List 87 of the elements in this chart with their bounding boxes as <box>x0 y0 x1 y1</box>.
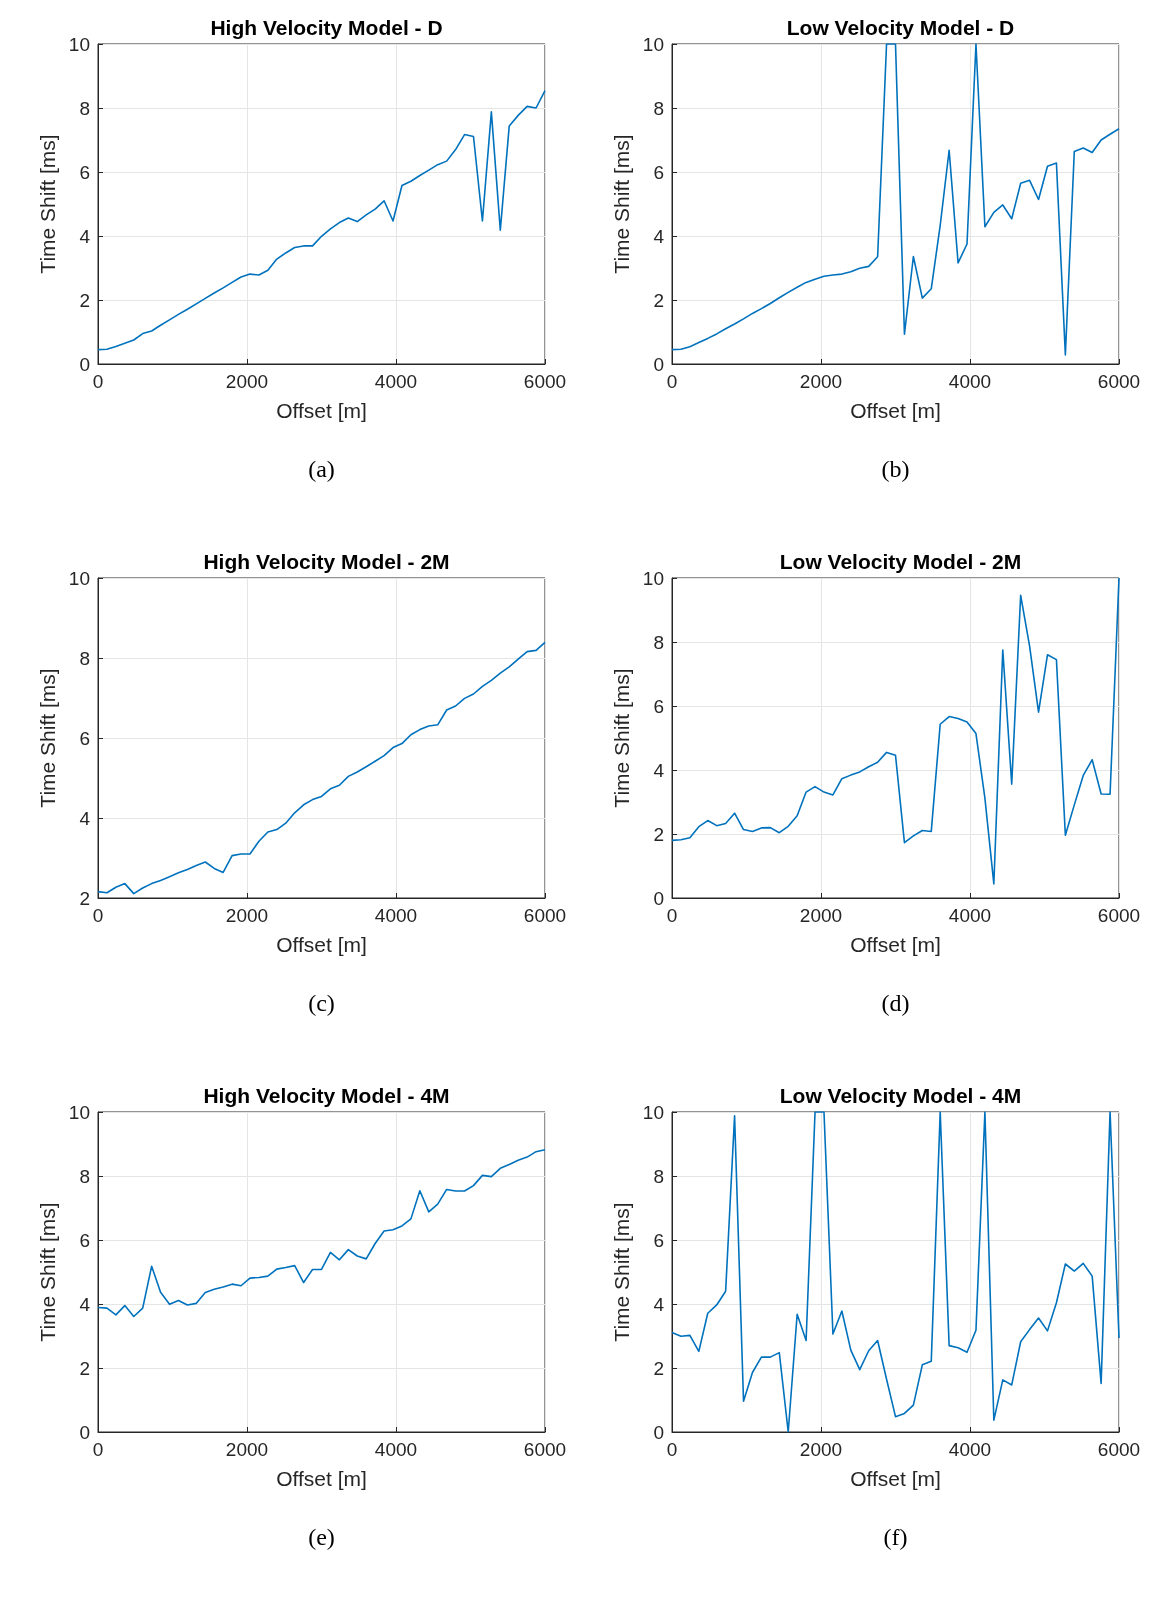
chart-title: High Velocity Model - 2M <box>203 550 450 573</box>
y-axis-title: Time Shift [ms] <box>609 1202 633 1342</box>
text: (d) <box>880 990 911 1017</box>
x-tick-label: 2000 <box>799 371 843 392</box>
y-tick-label: 10 <box>68 1101 90 1123</box>
x-tick-label: 6000 <box>1097 371 1141 392</box>
line-series <box>97 1148 546 1318</box>
x-axis-title: Offset [m] <box>276 399 367 422</box>
x-tick-label: 2000 <box>225 905 269 926</box>
x-tick-label: 6000 <box>523 1439 567 1460</box>
y-tick-label: 0 <box>653 1421 664 1443</box>
y-tick-label: 10 <box>642 33 664 55</box>
x-axis-title: Offset [m] <box>850 1467 941 1490</box>
y-tick-label: 4 <box>653 759 665 781</box>
x-tick-label: 0 <box>92 1439 104 1460</box>
y-tick-label: 0 <box>653 887 664 909</box>
x-tick-label: 6000 <box>1097 1439 1141 1460</box>
x-tick-label: 4000 <box>374 371 418 392</box>
x-axis-title: Offset [m] <box>276 933 367 956</box>
y-axis-title: Time Shift [ms] <box>35 1202 59 1342</box>
y-tick-label: 8 <box>79 647 90 669</box>
y-axis-title: Time Shift [ms] <box>609 668 633 808</box>
y-tick-label: 8 <box>653 97 664 119</box>
x-tick-label: 0 <box>92 905 104 926</box>
chart-title: Low Velocity Model - 2M <box>779 550 1022 573</box>
x-tick-label: 2000 <box>799 1439 843 1460</box>
x-tick-label: 0 <box>666 1439 678 1460</box>
y-axis-title: Time Shift [ms] <box>609 134 633 274</box>
x-axis-title: Offset [m] <box>276 1467 367 1490</box>
y-tick-label: 2 <box>79 887 90 909</box>
x-tick-label: 6000 <box>523 905 567 926</box>
chart-title: High Velocity Model - D <box>210 16 443 39</box>
y-axis-title: Time Shift [ms] <box>35 134 59 274</box>
y-tick-label: 6 <box>79 727 90 749</box>
chart-title: Low Velocity Model - D <box>786 16 1015 39</box>
y-tick-label: 4 <box>79 807 91 829</box>
y-tick-label: 4 <box>79 225 91 247</box>
y-tick-label: 2 <box>653 823 664 845</box>
text: (f) <box>882 1524 909 1551</box>
y-tick-label: 2 <box>79 1357 90 1379</box>
y-tick-label: 6 <box>79 1229 90 1251</box>
x-tick-label: 0 <box>92 371 104 392</box>
y-tick-label: 6 <box>79 161 90 183</box>
y-tick-label: 8 <box>79 1165 90 1187</box>
y-tick-label: 10 <box>642 1101 664 1123</box>
y-axis-title: Time Shift [ms] <box>35 668 59 808</box>
x-tick-label: 6000 <box>523 371 567 392</box>
chart-title: Low Velocity Model - 4M <box>779 1084 1022 1107</box>
x-tick-label: 0 <box>666 371 678 392</box>
y-tick-label: 4 <box>653 1293 665 1315</box>
text: (a) <box>307 456 336 483</box>
x-tick-label: 6000 <box>1097 905 1141 926</box>
y-tick-label: 2 <box>653 1357 664 1379</box>
y-tick-label: 10 <box>68 567 90 589</box>
x-tick-label: 4000 <box>948 371 992 392</box>
x-axis-title: Offset [m] <box>850 399 941 422</box>
y-tick-label: 2 <box>653 289 664 311</box>
y-tick-label: 0 <box>79 1421 90 1443</box>
x-tick-label: 2000 <box>225 371 269 392</box>
x-tick-label: 2000 <box>799 905 843 926</box>
y-tick-label: 4 <box>653 225 665 247</box>
text: (e) <box>307 1524 336 1551</box>
text: (b) <box>880 456 911 483</box>
line-series <box>97 641 546 895</box>
y-tick-label: 6 <box>653 1229 664 1251</box>
y-tick-label: 10 <box>68 33 90 55</box>
x-axis-title: Offset [m] <box>850 933 941 956</box>
x-tick-label: 4000 <box>374 905 418 926</box>
chart-title: High Velocity Model - 4M <box>203 1084 450 1107</box>
y-tick-label: 6 <box>653 161 664 183</box>
x-tick-label: 4000 <box>374 1439 418 1460</box>
line-series <box>97 89 546 351</box>
y-tick-label: 8 <box>653 1165 664 1187</box>
y-tick-label: 8 <box>79 97 90 119</box>
x-tick-label: 0 <box>666 905 678 926</box>
x-tick-label: 4000 <box>948 905 992 926</box>
text: (c) <box>307 990 336 1017</box>
x-tick-label: 4000 <box>948 1439 992 1460</box>
y-tick-label: 6 <box>653 695 664 717</box>
y-tick-label: 4 <box>79 1293 91 1315</box>
line-series <box>671 1111 1120 1433</box>
y-tick-label: 8 <box>653 631 664 653</box>
y-tick-label: 0 <box>79 353 90 375</box>
x-tick-label: 2000 <box>225 1439 269 1460</box>
y-tick-label: 10 <box>642 567 664 589</box>
y-tick-label: 0 <box>653 353 664 375</box>
y-tick-label: 2 <box>79 289 90 311</box>
